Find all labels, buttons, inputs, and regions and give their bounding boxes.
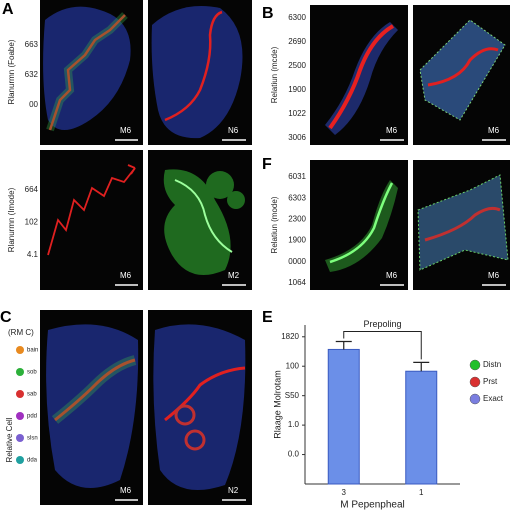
scale-label: M6 (386, 271, 398, 280)
axis-label: Rlanurmn (Foabe) (7, 39, 16, 104)
scale-label: N2 (228, 486, 239, 495)
image-panel-b (310, 5, 510, 145)
legend-marker (16, 456, 24, 464)
panel-label: B (262, 5, 274, 22)
x-axis-label: M Pepenpheal (340, 500, 405, 511)
legend-label: Prst (483, 377, 498, 386)
legend-label: slsn (27, 436, 38, 442)
scale-label: M6 (386, 126, 398, 135)
legend-label: bain (27, 348, 38, 354)
image-panel-c (40, 310, 252, 505)
scale-label: M6 (488, 271, 500, 280)
y-tick-label: S50 (285, 391, 300, 400)
legend-marker (16, 412, 24, 420)
axis-label: Relative Cell (5, 417, 14, 462)
panel-label: E (262, 309, 273, 326)
x-tick-label: 3 (342, 488, 347, 497)
error-bar (413, 361, 430, 372)
image-panel-f (310, 160, 510, 290)
tick-label: 6300 (288, 13, 306, 22)
scale-label: M2 (228, 271, 240, 280)
tick-label: 664 (25, 185, 39, 194)
y-tick-label: 0.0 (288, 450, 300, 459)
legend-label: pdd (27, 414, 37, 420)
legend-marker (16, 390, 24, 398)
tick-labels: 663 632 00 664 102 4.1 6300 2690 2500 1900 1022 300… (16, 13, 307, 464)
error-bar (335, 340, 352, 350)
panel-label: C (0, 309, 12, 326)
tick-label: 6031 (288, 172, 306, 181)
bracket-label: Prepoling (363, 319, 401, 329)
tick-label: 3006 (288, 133, 306, 142)
y-tick-label: 1820 (281, 332, 299, 341)
tick-label: 2500 (288, 61, 306, 70)
legend-label: sab (27, 392, 37, 398)
tick-label: 2690 (288, 37, 306, 46)
legend-marker (469, 359, 481, 371)
bar (405, 370, 438, 485)
legend-marker (469, 393, 481, 405)
x-tick-label: 1 (419, 488, 424, 497)
scale-bars (115, 139, 506, 501)
y-tick-label: 100 (286, 361, 300, 370)
scale-label: M6 (120, 271, 132, 280)
tick-label: 6303 (288, 193, 306, 202)
legend-marker (16, 368, 24, 376)
axis-label: Relatiun (mode) (270, 196, 279, 253)
image-panel-a (40, 0, 252, 290)
scale-label: M6 (120, 126, 132, 135)
tick-label: 632 (25, 70, 39, 79)
axis-label: Relatiun (mcde) (270, 46, 279, 103)
tick-label: 663 (25, 40, 39, 49)
tick-label: 102 (25, 218, 39, 227)
tick-label: 0000 (288, 257, 306, 266)
tick-label: 1900 (288, 85, 306, 94)
legend-label: Exact (483, 394, 504, 403)
tick-label: 1022 (288, 109, 306, 118)
legend-label: sob (27, 370, 37, 376)
legend-title: (RM C) (8, 328, 34, 337)
tick-label: 4.1 (27, 250, 39, 259)
tick-label: 2300 (288, 215, 306, 224)
scale-label: N6 (228, 126, 239, 135)
tick-label: 1900 (288, 236, 306, 245)
scale-label: M6 (488, 126, 500, 135)
y-axis-label: Rlaage Molrotam (272, 370, 282, 439)
axis-label: Rlanurmn (Imode) (7, 187, 16, 252)
y-tick-label: 1.0 (288, 420, 300, 429)
bar-chart: 0.0 1.0 S50 100 1820 Rlaage Molrotam M Pepenph… (272, 319, 503, 511)
legend-marker (16, 346, 24, 354)
bar (327, 348, 360, 485)
bracket (343, 330, 422, 360)
legend-marker (16, 434, 24, 442)
tick-label: 00 (29, 100, 38, 109)
scale-label: M6 (120, 486, 132, 495)
legend-marker (469, 376, 481, 388)
legend-label: dda (27, 458, 38, 464)
panel-label: A (2, 1, 14, 18)
legend-label: Distn (483, 360, 501, 369)
panel-label: F (262, 156, 272, 173)
tick-label: 1064 (288, 278, 306, 287)
